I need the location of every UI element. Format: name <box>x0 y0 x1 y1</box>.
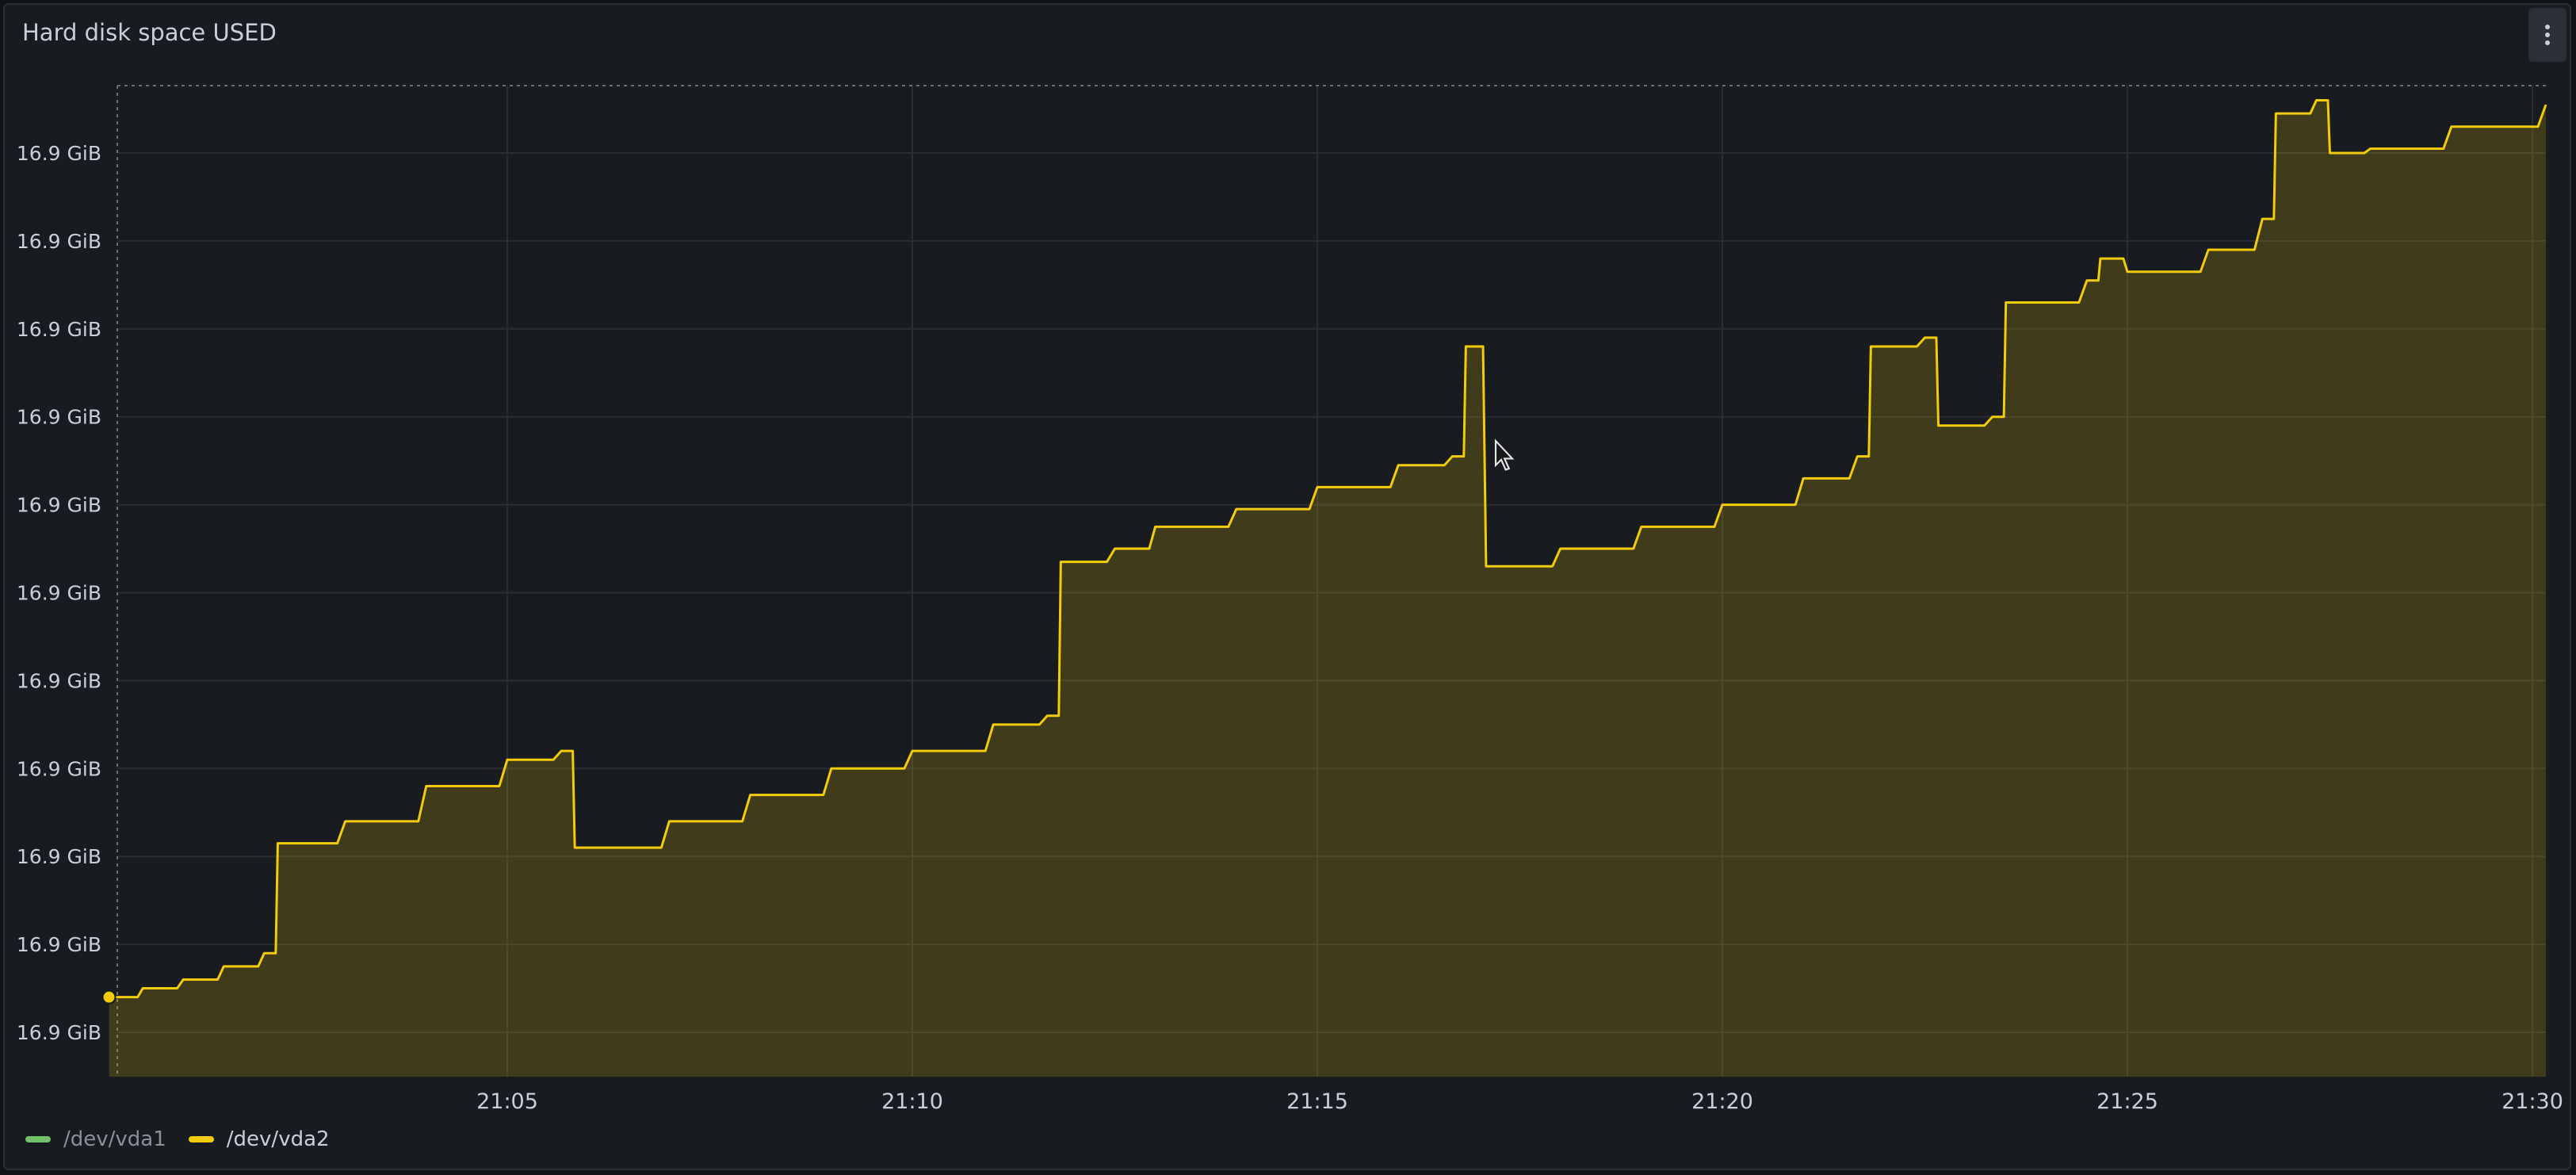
y-tick-label: 16.9 GiB <box>17 845 101 868</box>
legend-swatch-vda1 <box>25 1136 51 1142</box>
series-markers <box>101 989 117 1005</box>
y-tick-label: 16.9 GiB <box>17 757 101 780</box>
series-area-vda2 <box>109 100 2547 1077</box>
y-tick-label: 16.9 GiB <box>17 669 101 692</box>
y-tick-label: 16.9 GiB <box>17 933 101 956</box>
y-tick-label: 16.9 GiB <box>17 142 101 165</box>
y-tick-label: 16.9 GiB <box>17 406 101 429</box>
chart-grid <box>117 85 2546 1077</box>
legend-item-vda2[interactable]: /dev/vda2 <box>188 1127 330 1151</box>
x-tick-label: 21:05 <box>476 1089 538 1114</box>
x-tick-label: 21:20 <box>1691 1089 1753 1114</box>
panel-title: Hard disk space USED <box>22 19 277 46</box>
x-tick-label: 21:30 <box>2501 1089 2563 1114</box>
y-tick-label: 16.9 GiB <box>17 1021 101 1044</box>
x-tick-label: 21:25 <box>2096 1089 2158 1114</box>
y-tick-label: 16.9 GiB <box>17 230 101 253</box>
series-point-marker <box>101 989 117 1005</box>
panel: Hard disk space USED <box>3 3 2571 1170</box>
legend-label-vda2: /dev/vda2 <box>226 1127 330 1151</box>
legend-item-vda1[interactable]: /dev/vda1 <box>25 1127 166 1151</box>
y-tick-label: 16.9 GiB <box>17 582 101 605</box>
y-tick-label: 16.9 GiB <box>17 318 101 341</box>
vertical-ellipsis-icon <box>2545 25 2550 45</box>
mouse-cursor-icon <box>1494 438 1515 471</box>
series-line-vda2 <box>109 98 2547 999</box>
y-axis-ticks: 16.9 GiB 16.9 GiB 16.9 GiB 16.9 GiB 16.9 GiB… <box>17 142 101 1044</box>
legend-swatch-vda2 <box>188 1136 214 1142</box>
x-tick-label: 21:15 <box>1286 1089 1348 1114</box>
legend: /dev/vda1 /dev/vda2 <box>25 1127 330 1151</box>
x-tick-label: 21:10 <box>881 1089 943 1114</box>
panel-menu-button[interactable] <box>2528 8 2566 62</box>
y-tick-label: 16.9 GiB <box>17 494 101 517</box>
legend-label-vda1: /dev/vda1 <box>63 1127 166 1151</box>
x-axis-ticks: 21:05 21:10 21:15 21:20 21:25 21:30 <box>476 1089 2563 1114</box>
